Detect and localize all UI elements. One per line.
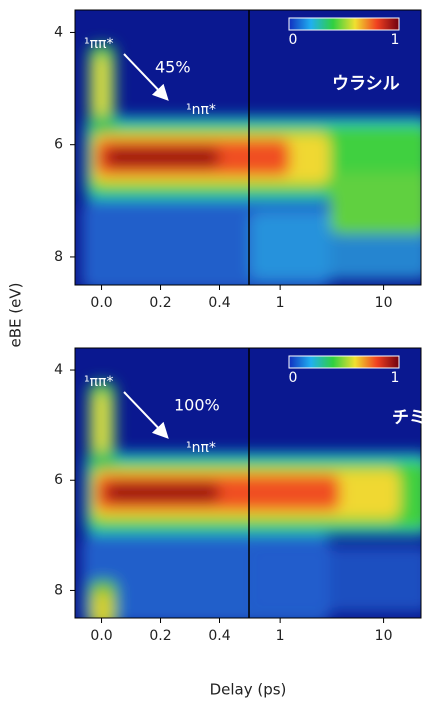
heatmap-blob: [93, 54, 110, 117]
state-label: ¹nπ*: [186, 440, 216, 456]
colorbar-tick-label: 0: [289, 32, 298, 48]
y-tick-label: 4: [54, 362, 63, 378]
heatmap-field: [82, 381, 421, 618]
heatmap-blob: [93, 590, 112, 618]
plot-frame: [74, 9, 422, 286]
state-label: ¹ππ*: [84, 374, 113, 390]
colorbar: [288, 355, 400, 369]
y-tick-label: 8: [54, 582, 63, 598]
annotation: 45%: [155, 58, 191, 77]
panel-label: ウラシル: [332, 74, 400, 94]
colorbar: [288, 17, 400, 31]
x-tick-label: 0.0: [90, 628, 112, 644]
heatmap-blob: [330, 172, 421, 235]
y-axis-label: eBE (eV): [7, 283, 25, 348]
x-tick-label: 0.2: [149, 295, 171, 311]
state-label: ¹nπ*: [186, 102, 216, 118]
heatmap-blob: [250, 546, 421, 613]
x-tick-label: 0.0: [90, 295, 112, 311]
x-tick-label: 0.4: [208, 628, 230, 644]
arrow: [123, 53, 169, 101]
heatmap-field: [82, 43, 421, 285]
x-axis-label: Delay (ps): [210, 681, 287, 699]
y-tick-label: 8: [54, 249, 63, 265]
plot-frame: [74, 347, 422, 619]
y-tick-label: 6: [54, 137, 63, 153]
state-label: ¹ππ*: [84, 36, 113, 52]
x-tick-label: 0.2: [149, 628, 171, 644]
x-tick-label: 10: [375, 628, 393, 644]
y-tick-label: 4: [54, 24, 63, 40]
annotation: 100%: [174, 396, 220, 415]
x-tick-label: 10: [375, 295, 393, 311]
heatmap-blob: [105, 483, 220, 503]
heatmap-blob: [93, 392, 110, 453]
heatmap: [75, 348, 421, 618]
arrow: [123, 391, 169, 439]
x-tick-label: 0.4: [208, 295, 230, 311]
x-tick-label: 1: [276, 295, 285, 311]
colorbar-tick-label: 1: [391, 370, 400, 386]
x-tick-label: 1: [276, 628, 285, 644]
y-tick-label: 6: [54, 472, 63, 488]
heatmap: [75, 10, 421, 285]
colorbar-tick-label: 0: [289, 370, 298, 386]
heatmap-blob: [105, 147, 220, 168]
colorbar-tick-label: 1: [391, 32, 400, 48]
panel-label: チミン: [392, 408, 422, 428]
